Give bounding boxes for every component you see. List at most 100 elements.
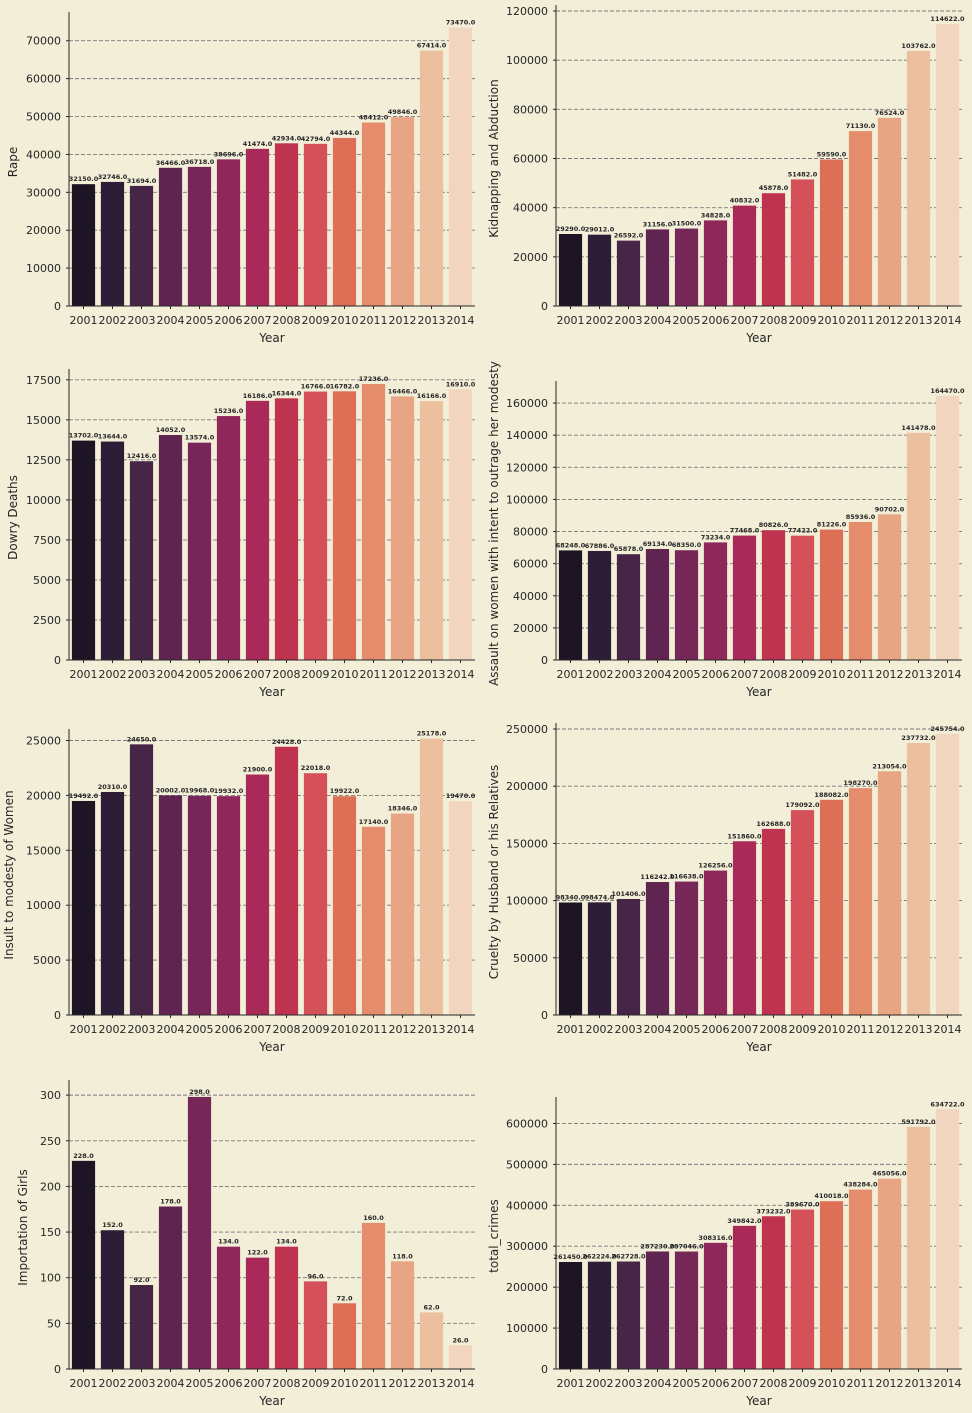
data-label: 141478.0	[901, 424, 936, 432]
y-tick-label: 20000	[513, 622, 548, 635]
chart-panel-4: 0 20000 40000 60000 80000 100000 120000 140000 1…	[487, 361, 965, 699]
x-tick-label: 2001	[557, 1377, 585, 1390]
bar-2005	[187, 442, 212, 660]
data-label: 16782.0	[330, 382, 360, 390]
data-label: 71130.0	[846, 122, 876, 130]
y-tick-label: 100000	[506, 54, 548, 67]
data-label: 48412.0	[359, 114, 389, 122]
data-label: 19492.0	[69, 792, 99, 800]
x-tick-label: 2007	[731, 668, 759, 681]
bar-2002	[100, 791, 125, 1015]
data-label: 38696.0	[214, 150, 244, 158]
bar-2009	[303, 1281, 328, 1369]
bar-2012	[877, 514, 902, 660]
y-tick-label: 60000	[513, 558, 548, 571]
data-label: 164470.0	[930, 387, 965, 395]
data-label: 634722.0	[930, 1100, 965, 1108]
x-tick-label: 2012	[389, 1377, 417, 1390]
data-label: 151860.0	[727, 832, 762, 840]
x-tick-label: 2014	[934, 1377, 962, 1390]
bar-2007	[732, 205, 757, 306]
data-label: 42934.0	[272, 134, 302, 142]
y-tick-label: 80000	[513, 526, 548, 539]
x-axis-label: Year	[258, 1394, 284, 1408]
data-label: 213054.0	[872, 762, 907, 770]
y-tick-label: 300	[40, 1089, 61, 1102]
data-label: 261450.0	[553, 1253, 588, 1261]
data-label: 591792.0	[901, 1118, 936, 1126]
y-tick-label: 0	[54, 1009, 61, 1022]
bar-2005	[187, 1096, 212, 1369]
x-tick-label: 2011	[360, 314, 388, 327]
bar-2012	[390, 396, 415, 660]
bar-2004	[645, 1251, 670, 1369]
x-tick-label: 2009	[302, 1377, 330, 1390]
x-tick-label: 2012	[389, 314, 417, 327]
x-tick-label: 2011	[847, 1377, 875, 1390]
y-tick-label: 0	[541, 1009, 548, 1022]
x-tick-label: 2005	[673, 1023, 701, 1036]
x-tick-label: 2001	[70, 668, 98, 681]
bar-2002	[587, 550, 612, 660]
bar-2014	[935, 24, 960, 306]
y-tick-label: 7500	[33, 534, 61, 547]
y-tick-label: 10000	[26, 262, 61, 275]
data-label: 62.0	[423, 1303, 440, 1311]
data-label: 36718.0	[185, 158, 215, 166]
y-tick-label: 200000	[506, 1281, 548, 1294]
x-tick-label: 2001	[557, 668, 585, 681]
data-label: 68350.0	[672, 541, 702, 549]
data-label: 14052.0	[156, 426, 186, 434]
data-label: 19922.0	[330, 787, 360, 795]
bar-2008	[761, 530, 786, 660]
x-tick-label: 2005	[673, 314, 701, 327]
bar-2004	[158, 1206, 183, 1369]
y-axis-label: Importation of Girls	[16, 1169, 30, 1286]
data-label: 41474.0	[243, 140, 273, 148]
x-tick-label: 2009	[302, 1023, 330, 1036]
data-label: 262224.0	[582, 1253, 617, 1261]
data-label: 410018.0	[814, 1192, 849, 1200]
x-tick-label: 2003	[128, 314, 156, 327]
x-tick-label: 2014	[447, 668, 475, 681]
x-tick-label: 2011	[360, 1023, 388, 1036]
data-label: 13702.0	[69, 432, 99, 440]
bar-2014	[935, 1109, 960, 1369]
x-tick-label: 2006	[215, 1023, 243, 1036]
data-label: 349842.0	[727, 1217, 762, 1225]
x-tick-label: 2008	[273, 1023, 301, 1036]
x-tick-label: 2004	[157, 314, 185, 327]
y-tick-label: 0	[54, 654, 61, 667]
y-tick-label: 40000	[26, 148, 61, 161]
y-tick-label: 140000	[506, 429, 548, 442]
bar-2010	[819, 1201, 844, 1369]
data-label: 90702.0	[875, 505, 905, 513]
x-tick-label: 2010	[818, 668, 846, 681]
x-tick-label: 2004	[644, 668, 672, 681]
data-label: 29290.0	[556, 225, 586, 233]
y-tick-label: 50000	[26, 111, 61, 124]
x-tick-label: 2013	[905, 668, 933, 681]
data-label: 13574.0	[185, 434, 215, 442]
data-label: 287230.0	[640, 1242, 675, 1250]
y-axis-label: Kidnapping and Abduction	[487, 79, 501, 237]
data-label: 134.0	[218, 1238, 239, 1246]
bar-2003	[129, 461, 154, 660]
data-label: 68248.0	[556, 541, 586, 549]
x-tick-label: 2004	[644, 1023, 672, 1036]
bar-2010	[819, 159, 844, 306]
data-label: 19932.0	[214, 787, 244, 795]
data-label: 51482.0	[788, 170, 818, 178]
data-label: 76524.0	[875, 109, 905, 117]
bar-2011	[361, 384, 386, 660]
bar-2002	[100, 181, 125, 306]
x-tick-label: 2004	[644, 1377, 672, 1390]
x-tick-label: 2008	[273, 668, 301, 681]
x-tick-label: 2014	[934, 668, 962, 681]
bar-2003	[616, 1261, 641, 1369]
data-label: 228.0	[73, 1152, 94, 1160]
x-tick-label: 2005	[186, 668, 214, 681]
bar-2011	[848, 131, 873, 306]
bar-2011	[361, 826, 386, 1015]
